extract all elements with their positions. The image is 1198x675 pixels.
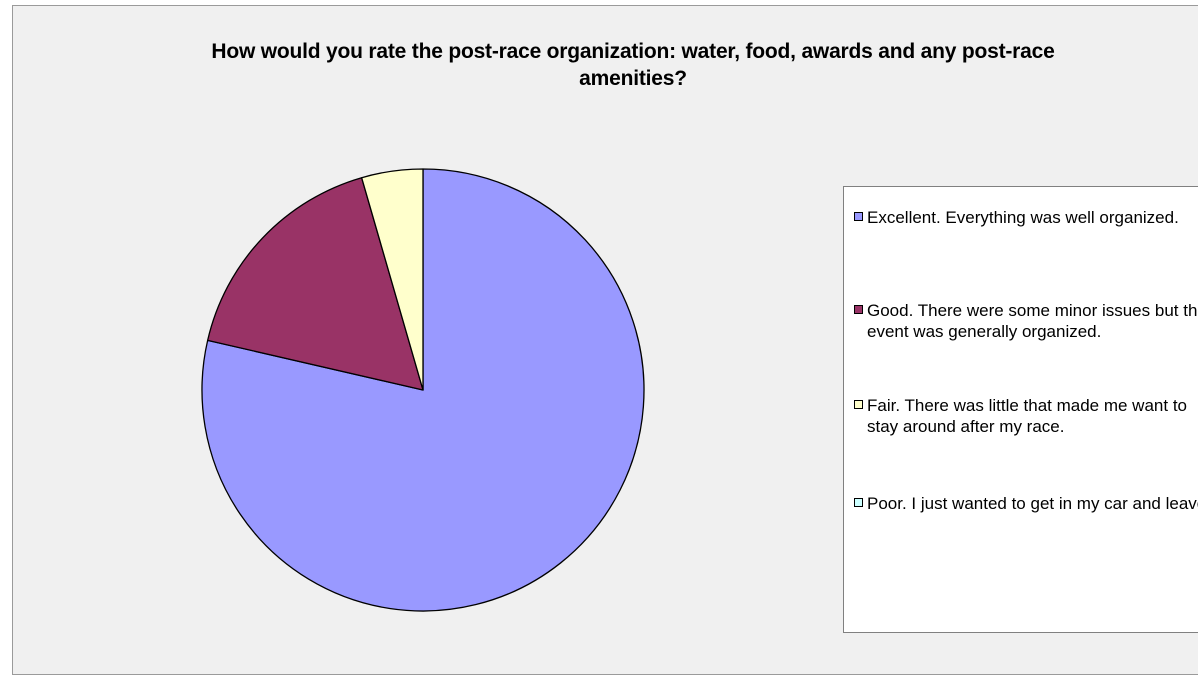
legend-item-fair: Fair. There was little that made me want… <box>854 395 1198 437</box>
pie-slice-0 <box>201 168 645 612</box>
legend-swatch-excellent <box>854 212 863 221</box>
legend-swatch-poor <box>854 498 863 507</box>
pie-slice-2 <box>360 168 424 391</box>
legend-label-fair: Fair. There was little that made me want… <box>867 396 1187 436</box>
legend-label-excellent: Excellent. Everything was well organized… <box>867 208 1179 227</box>
pie-chart <box>201 168 645 612</box>
chart-area: How would you rate the post-race organiz… <box>12 5 1198 675</box>
legend-label-poor: Poor. I just wanted to get in my car and… <box>867 494 1198 513</box>
legend-item-good: Good. There were some minor issues but t… <box>854 300 1198 342</box>
pie-slice-1 <box>207 177 424 391</box>
legend-label-good: Good. There were some minor issues but t… <box>867 301 1198 341</box>
legend-swatch-fair <box>854 400 863 409</box>
legend-swatch-good <box>854 305 863 314</box>
legend-item-excellent: Excellent. Everything was well organized… <box>854 207 1198 228</box>
legend: Excellent. Everything was well organized… <box>843 186 1198 633</box>
chart-title: How would you rate the post-race organiz… <box>211 40 1055 90</box>
legend-item-poor: Poor. I just wanted to get in my car and… <box>854 493 1198 514</box>
